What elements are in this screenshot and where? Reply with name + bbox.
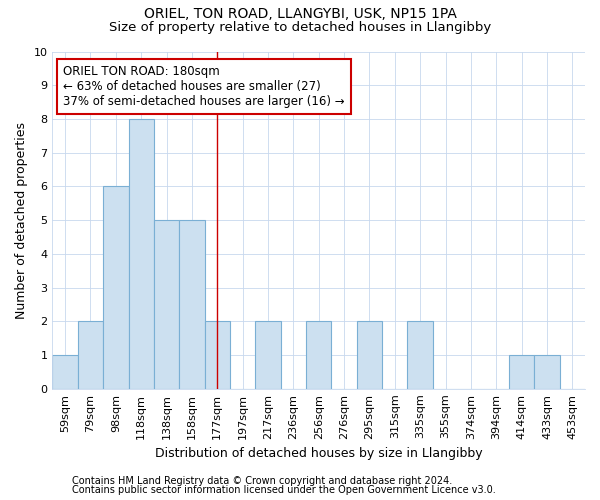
Text: Contains public sector information licensed under the Open Government Licence v3: Contains public sector information licen… <box>72 485 496 495</box>
Text: Contains HM Land Registry data © Crown copyright and database right 2024.: Contains HM Land Registry data © Crown c… <box>72 476 452 486</box>
Text: Size of property relative to detached houses in Llangibby: Size of property relative to detached ho… <box>109 21 491 34</box>
Text: ORIEL TON ROAD: 180sqm
← 63% of detached houses are smaller (27)
37% of semi-det: ORIEL TON ROAD: 180sqm ← 63% of detached… <box>63 65 344 108</box>
Y-axis label: Number of detached properties: Number of detached properties <box>15 122 28 318</box>
Bar <box>78 322 103 389</box>
Bar <box>128 119 154 389</box>
Bar <box>306 322 331 389</box>
Bar <box>154 220 179 389</box>
X-axis label: Distribution of detached houses by size in Llangibby: Distribution of detached houses by size … <box>155 447 482 460</box>
Bar <box>179 220 205 389</box>
Bar <box>103 186 128 389</box>
Bar <box>205 322 230 389</box>
Bar <box>407 322 433 389</box>
Bar <box>256 322 281 389</box>
Bar <box>534 355 560 389</box>
Bar <box>509 355 534 389</box>
Bar <box>52 355 78 389</box>
Bar <box>357 322 382 389</box>
Text: ORIEL, TON ROAD, LLANGYBI, USK, NP15 1PA: ORIEL, TON ROAD, LLANGYBI, USK, NP15 1PA <box>143 8 457 22</box>
